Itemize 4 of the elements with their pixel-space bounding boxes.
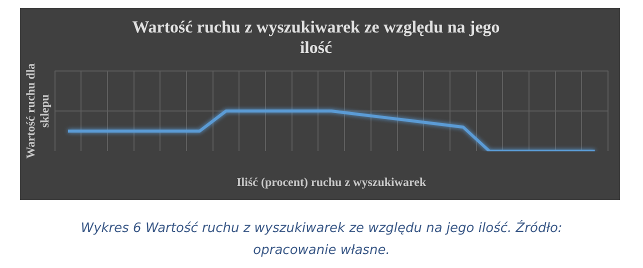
chart-title: Wartość ruchu z wyszukiwarek ze względu na jego ilość xyxy=(132,18,500,57)
y-axis-title: Wartość ruchu dla sklepu xyxy=(23,63,52,159)
x-axis-title: Iliść (procent) ruchu z wyszukiwarek xyxy=(236,174,426,189)
text: Wykres 6 Wartość ruchu z wyszukiwarek ze względu na jego ilość. Źródło: opracowanie własne. xyxy=(80,219,564,260)
